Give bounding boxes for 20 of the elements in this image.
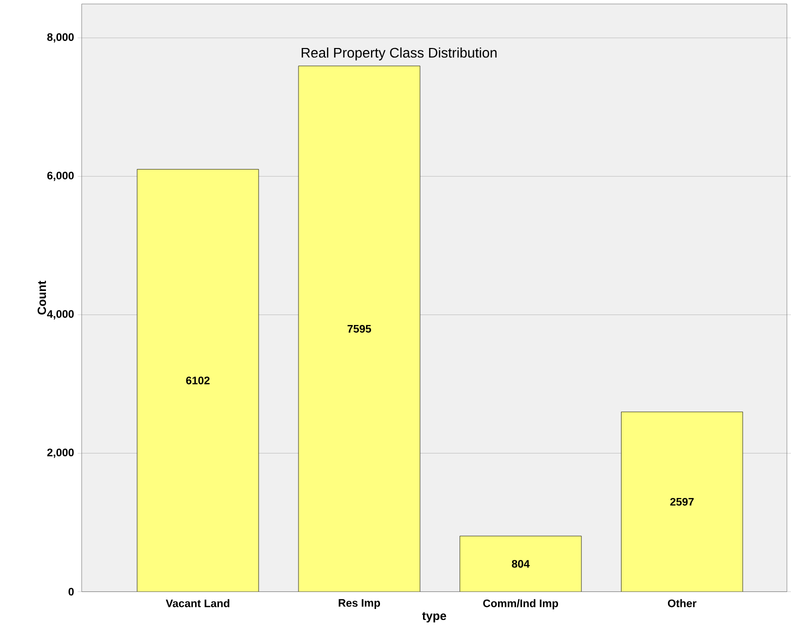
data-label: 2597 [670, 498, 694, 506]
data-label: 804 [512, 560, 530, 568]
bar [298, 66, 420, 592]
y-tick-label: 8,000 [47, 33, 74, 42]
data-label: 6102 [186, 376, 210, 384]
text: Real Property Class Distribution [302, 47, 497, 60]
bar [621, 411, 743, 592]
y-tick-label: 4,000 [47, 310, 74, 320]
x-tick-label: Comm/Ind Imp [483, 598, 558, 610]
bar [137, 169, 259, 592]
bar [460, 536, 582, 592]
y-tick-label: 2,000 [47, 448, 74, 458]
x-tick-label: Other [668, 598, 696, 607]
y-axis-title: Count [38, 280, 46, 314]
y-tick-label: 6,000 [47, 171, 74, 181]
data-label: 7595 [348, 324, 372, 332]
x-tick-label: Vacant Land [166, 598, 230, 607]
x-tick-label: Res Imp [338, 598, 380, 609]
y-tick-label: 0 [68, 588, 74, 596]
x-axis-title: type [422, 612, 446, 622]
